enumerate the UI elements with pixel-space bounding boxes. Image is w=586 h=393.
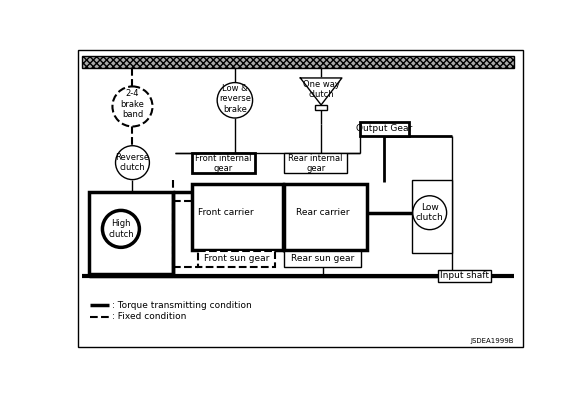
Text: JSDEA1999B: JSDEA1999B — [470, 338, 513, 344]
Bar — [284, 184, 367, 250]
Circle shape — [217, 83, 253, 118]
Polygon shape — [300, 78, 342, 105]
Text: Input shaft: Input shaft — [440, 271, 489, 280]
Text: Low &
reverse
brake: Low & reverse brake — [219, 84, 251, 114]
Text: High
clutch: High clutch — [108, 219, 134, 239]
Bar — [198, 251, 275, 266]
Text: One way
clutch: One way clutch — [303, 80, 339, 99]
Bar — [412, 180, 452, 253]
Text: Front carrier: Front carrier — [198, 208, 254, 217]
Text: Rear internal
gear: Rear internal gear — [288, 154, 343, 173]
Text: : Fixed condition: : Fixed condition — [112, 312, 186, 321]
Text: : Torque transmitting condition: : Torque transmitting condition — [112, 301, 251, 310]
Bar — [438, 270, 490, 282]
Bar — [88, 192, 173, 274]
Text: Front sun gear: Front sun gear — [204, 254, 269, 263]
Text: 2-4
brake
band: 2-4 brake band — [121, 89, 144, 119]
Circle shape — [103, 210, 139, 247]
Circle shape — [115, 146, 149, 180]
Circle shape — [413, 196, 447, 230]
Bar — [83, 57, 513, 68]
Bar — [360, 122, 409, 136]
Bar — [192, 184, 282, 250]
Text: Low
clutch: Low clutch — [416, 203, 444, 222]
Bar — [284, 153, 347, 173]
Text: Front internal
gear: Front internal gear — [195, 154, 251, 173]
Bar — [284, 251, 361, 266]
Text: Reverse
clutch: Reverse clutch — [115, 153, 149, 173]
Bar — [315, 105, 327, 110]
Text: Rear carrier: Rear carrier — [296, 208, 349, 217]
Bar — [192, 153, 255, 173]
Circle shape — [113, 86, 152, 127]
Text: Output Gear: Output Gear — [356, 124, 413, 133]
Text: Rear sun gear: Rear sun gear — [291, 254, 355, 263]
